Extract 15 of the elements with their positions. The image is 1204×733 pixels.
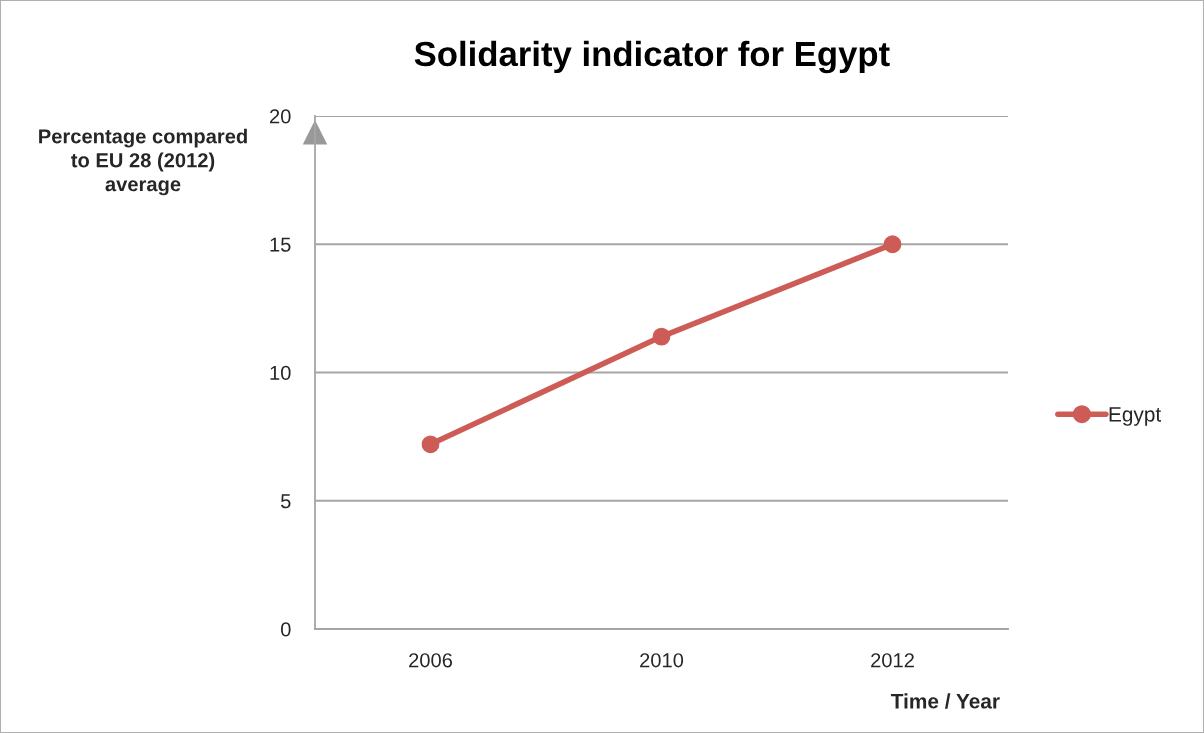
y-tick-label: 5: [281, 494, 291, 509]
point: [421, 435, 440, 454]
x-tick-label: 2006: [409, 653, 453, 668]
point: [652, 327, 671, 346]
point: [883, 235, 902, 254]
x-tick-label: 2012: [871, 653, 914, 668]
y-tick-label: 20: [270, 109, 291, 124]
y-tick-label: 0: [280, 622, 291, 637]
x-tick-label: 2010: [640, 653, 684, 668]
legend-label: Egypt: [1109, 407, 1162, 426]
y-tick-label: 15: [270, 237, 291, 252]
y-tick-label: 10: [270, 365, 291, 380]
y-axis-title: Percentage compared to EU 28 (2012) average: [39, 128, 247, 196]
x-axis-title: Time / Year: [890, 693, 1000, 709]
chart-title: Solidarity indicator for Egypt: [414, 40, 890, 74]
